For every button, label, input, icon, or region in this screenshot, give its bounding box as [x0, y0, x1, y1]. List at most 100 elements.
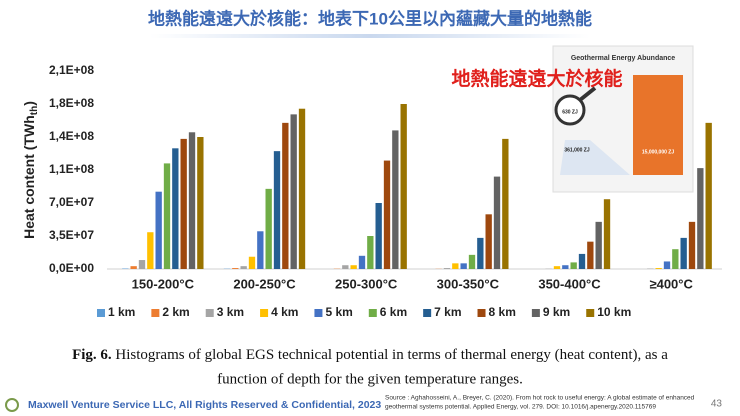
legend-swatch — [477, 309, 486, 317]
legend-swatch — [260, 309, 269, 317]
bar — [603, 199, 611, 269]
legend-label: 7 km — [434, 305, 461, 319]
source: geothermal systems potential. Applied En… — [385, 404, 656, 411]
bar — [697, 168, 704, 269]
bar — [155, 191, 162, 269]
x-tick-label: 300-350°C — [437, 276, 500, 291]
slide-title: 地熱能遠遠大於核能：地表下10公里以內蘊藏大量的地熱能 — [148, 8, 592, 28]
legend-label: 10 km — [597, 305, 631, 319]
x-tick-label: 350-400°C — [538, 276, 601, 291]
y-tick-label: 3,5E+07 — [49, 228, 94, 242]
bar — [502, 138, 509, 269]
x-tick-label: ≥400°C — [649, 276, 693, 291]
legend-label: 1 km — [108, 305, 135, 319]
y-tick-label: 1,4E+08 — [49, 129, 94, 143]
bar — [485, 214, 492, 269]
bar — [358, 255, 366, 269]
bar — [350, 265, 357, 269]
inset-title: Geothermal Energy Abundance — [571, 55, 675, 62]
legend-label: 4 km — [271, 305, 298, 319]
inset-label: 630 ZJ — [562, 109, 578, 115]
bar — [240, 266, 247, 269]
y-axis-label: Heat content (TWhth) — [21, 101, 40, 239]
bar — [578, 253, 586, 269]
bar — [257, 231, 264, 269]
bar — [282, 122, 289, 269]
y-label-sub: th — [29, 106, 40, 115]
bar — [265, 188, 272, 269]
bar — [138, 260, 146, 269]
inset-magnifier — [554, 94, 586, 126]
legend-label: 9 km — [543, 305, 570, 319]
inset-label: 361,000 ZJ — [564, 147, 590, 153]
bar — [595, 221, 602, 269]
legend-label: 3 km — [217, 305, 244, 319]
bar — [273, 151, 281, 269]
page-number: 43 — [711, 399, 723, 410]
caption: Fig. 6. Histograms of global EGS technic… — [72, 347, 668, 363]
bar — [375, 203, 382, 269]
y-tick-label: 2,1E+08 — [49, 63, 94, 77]
bar — [705, 122, 712, 269]
bar — [232, 268, 239, 269]
bar — [493, 176, 501, 269]
footer-company: Maxwell Venture Service LLC, All Rights … — [28, 399, 381, 411]
bar — [180, 138, 187, 269]
bar — [400, 104, 407, 269]
legend-swatch — [531, 309, 540, 317]
legend-swatch — [586, 309, 595, 317]
bar — [163, 163, 171, 269]
legend-swatch — [205, 309, 214, 317]
bar — [655, 268, 662, 269]
bar — [562, 265, 569, 269]
bar — [298, 108, 306, 269]
bar — [383, 160, 391, 269]
legend-swatch — [423, 309, 432, 317]
y-tick-label: 7,0E+07 — [49, 195, 94, 209]
bar — [452, 263, 459, 269]
bar — [570, 262, 577, 269]
callout: 地熱能遠遠大於核能 — [451, 67, 622, 90]
legend-swatch — [314, 309, 323, 317]
bar — [130, 266, 137, 269]
inset: Geothermal Energy Abundance 630 ZJ 361,0… — [552, 45, 694, 193]
legend-label: 2 km — [162, 305, 189, 319]
bar — [392, 130, 399, 269]
inset-beam — [560, 140, 630, 175]
bar — [367, 236, 374, 269]
bar — [197, 137, 204, 269]
y-tick-label: 1,8E+08 — [49, 96, 94, 110]
bar — [468, 254, 476, 269]
bar — [290, 114, 297, 269]
caption-line: Histograms of global EGS technical poten… — [112, 347, 669, 363]
y-label-end: ) — [21, 101, 37, 106]
caption-label: Fig. 6. — [72, 347, 112, 363]
inset-label: 15,000,000 ZJ — [642, 149, 674, 155]
source: Source : Aghahosseini, A., Breyer, C. (2… — [385, 395, 695, 402]
x-tick-label: 250-300°C — [335, 276, 398, 291]
bar — [147, 232, 154, 269]
legend-swatch — [151, 309, 160, 317]
inset-bar — [633, 75, 683, 175]
logo — [5, 398, 19, 412]
bar — [587, 241, 594, 269]
bar — [477, 237, 484, 269]
bar — [443, 268, 451, 269]
bar — [680, 237, 687, 269]
bar — [342, 265, 349, 269]
bar — [248, 256, 256, 269]
caption-line: function of depth for the given temperat… — [217, 371, 523, 387]
bar — [672, 249, 679, 269]
y-tick-label: 1,1E+08 — [49, 162, 94, 176]
y-label-text: Heat content (TWh — [21, 115, 37, 239]
bar — [553, 266, 561, 269]
legend-label: 6 km — [380, 305, 407, 319]
legend-swatch — [368, 309, 377, 317]
bar — [663, 261, 671, 269]
bar — [172, 148, 179, 269]
inset-handle — [578, 86, 597, 102]
bar — [460, 263, 467, 269]
y-tick-label: 0,0E+00 — [49, 261, 94, 275]
x-tick-label: 150-200°C — [132, 276, 195, 291]
